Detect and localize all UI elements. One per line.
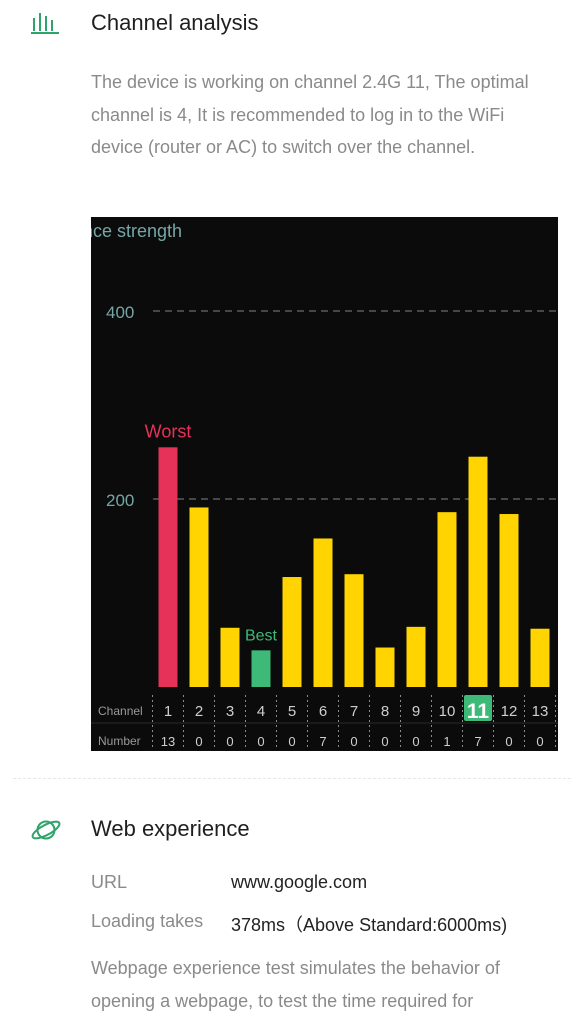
current-channel-highlight bbox=[464, 695, 492, 721]
channel-tick-8: 8 bbox=[381, 703, 389, 720]
channel-analysis-title: Channel analysis bbox=[91, 10, 259, 35]
channel-tick-7: 7 bbox=[350, 703, 358, 720]
device-count-13: 0 bbox=[536, 734, 543, 749]
bar-channel-10 bbox=[437, 512, 457, 687]
device-count-6: 7 bbox=[319, 734, 326, 749]
bar-channel-5 bbox=[282, 577, 302, 687]
bar-channel-13 bbox=[530, 628, 550, 687]
device-count-9: 0 bbox=[412, 734, 419, 749]
device-count-3: 0 bbox=[226, 734, 233, 749]
y-tick-400: 400 bbox=[106, 303, 134, 322]
bar-channel-9 bbox=[406, 626, 426, 687]
channel-tick-2: 2 bbox=[195, 703, 203, 720]
worst-label: Worst bbox=[145, 421, 192, 441]
channel-tick-11: 11 bbox=[467, 700, 490, 723]
device-count-10: 1 bbox=[443, 734, 450, 749]
channel-tick-6: 6 bbox=[319, 703, 327, 720]
channel-tick-12: 12 bbox=[501, 703, 518, 720]
channel-tick-9: 9 bbox=[412, 703, 420, 720]
device-count-5: 0 bbox=[288, 734, 295, 749]
best-label: Best bbox=[245, 627, 278, 644]
loading-time-label: Loading takes bbox=[91, 911, 204, 931]
channel-chart-svg: nce strength200400WorstBestChannelNumber… bbox=[91, 221, 558, 749]
device-count-2: 0 bbox=[195, 734, 202, 749]
device-count-8: 0 bbox=[381, 734, 388, 749]
device-count-12: 0 bbox=[505, 734, 512, 749]
device-count-11: 7 bbox=[474, 734, 481, 749]
bar-channel-1 bbox=[158, 447, 178, 687]
bar-channel-2 bbox=[189, 507, 209, 687]
url-value: www.google.com bbox=[231, 872, 368, 892]
channel-analysis-description: The device is working on channel 2.4G 11… bbox=[91, 72, 529, 157]
device-count-4: 0 bbox=[257, 734, 264, 749]
channel-tick-1: 1 bbox=[164, 703, 172, 720]
bar-channel-4 bbox=[251, 650, 271, 687]
bar-channel-11 bbox=[468, 456, 488, 687]
bar-channel-12 bbox=[499, 514, 519, 687]
number-row-label: Number bbox=[98, 734, 141, 748]
channel-tick-3: 3 bbox=[226, 703, 234, 720]
planet-icon bbox=[31, 820, 61, 840]
bar-channel-3 bbox=[220, 627, 240, 687]
channel-tick-4: 4 bbox=[257, 703, 265, 720]
bar-channel-7 bbox=[344, 574, 364, 687]
bar-chart-icon bbox=[31, 13, 59, 34]
device-count-7: 0 bbox=[350, 734, 357, 749]
channel-tick-13: 13 bbox=[532, 703, 549, 720]
web-experience-title: Web experience bbox=[91, 816, 250, 841]
channel-tick-5: 5 bbox=[288, 703, 296, 720]
y-tick-200: 200 bbox=[106, 491, 134, 510]
y-axis-title: nce strength bbox=[91, 221, 182, 241]
channel-row-label: Channel bbox=[98, 704, 143, 718]
url-label: URL bbox=[91, 872, 128, 892]
bar-channel-8 bbox=[375, 647, 395, 687]
bar-channel-6 bbox=[313, 538, 333, 687]
channel-tick-10: 10 bbox=[439, 703, 456, 720]
section-divider bbox=[13, 778, 571, 779]
device-count-1: 13 bbox=[161, 734, 175, 749]
channel-strength-chart: nce strength 200 400 Worst Best Channel Number… bbox=[91, 217, 558, 751]
loading-time-value: 378ms（Above Standard:6000ms) bbox=[231, 915, 508, 935]
web-experience-description: Webpage experience test simulates the be… bbox=[91, 958, 500, 1011]
